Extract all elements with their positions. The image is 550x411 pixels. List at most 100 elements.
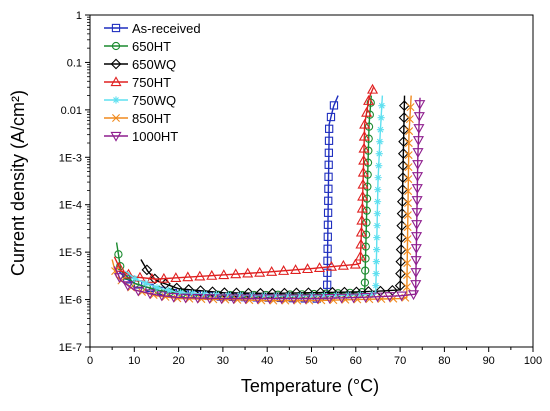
data-point-marker xyxy=(403,223,412,232)
data-point-marker xyxy=(242,267,254,278)
data-point-marker xyxy=(324,172,333,181)
data-point-marker xyxy=(195,285,206,297)
data-point-marker xyxy=(356,291,364,299)
data-point-marker xyxy=(373,198,382,206)
y-tick-label: 1 xyxy=(76,10,82,22)
legend-item: As-received xyxy=(104,21,201,36)
data-point-marker xyxy=(141,264,153,276)
data-point-marker xyxy=(410,256,422,266)
x-tick-label: 90 xyxy=(483,355,495,367)
data-point-marker xyxy=(406,103,415,112)
data-point-marker xyxy=(372,258,380,266)
data-point-marker xyxy=(412,136,424,147)
data-point-marker xyxy=(362,194,372,203)
data-point-marker xyxy=(404,139,413,148)
data-point-marker xyxy=(284,292,292,300)
data-point-marker xyxy=(368,290,376,298)
data-point-marker xyxy=(355,226,367,237)
data-point-marker xyxy=(414,100,426,111)
data-point-marker xyxy=(410,244,422,254)
data-point-marker xyxy=(288,294,300,305)
legend-item: 750HT xyxy=(104,75,171,90)
data-point-marker xyxy=(323,256,332,265)
y-tick-label: 1E-7 xyxy=(59,342,82,354)
y-axis-title: Current density (A/cm²) xyxy=(8,90,28,276)
data-point-marker xyxy=(361,242,370,251)
data-point-marker xyxy=(158,272,170,283)
data-point-marker xyxy=(144,289,156,300)
data-point-marker xyxy=(356,214,368,225)
data-point-marker xyxy=(264,294,276,305)
data-point-marker xyxy=(361,106,373,117)
data-point-marker xyxy=(149,273,161,285)
data-point-marker xyxy=(324,294,336,304)
data-point-marker xyxy=(360,278,370,287)
legend-marker xyxy=(111,41,121,51)
legend-item: 750WQ xyxy=(104,93,176,108)
data-point-marker xyxy=(332,291,340,299)
data-point-marker xyxy=(149,291,158,300)
data-point-marker xyxy=(207,286,218,298)
data-point-marker xyxy=(142,279,150,287)
data-point-marker xyxy=(376,126,385,134)
data-point-marker xyxy=(300,294,312,305)
data-point-marker xyxy=(197,295,206,304)
data-point-marker xyxy=(410,268,422,278)
data-point-marker xyxy=(218,269,230,280)
data-point-marker xyxy=(192,293,204,304)
data-point-marker xyxy=(411,184,423,194)
legend-label: 750WQ xyxy=(132,93,176,108)
x-tick-label: 80 xyxy=(438,355,450,367)
data-point-marker xyxy=(355,238,367,249)
data-point-marker xyxy=(252,294,264,305)
data-point-marker xyxy=(113,273,125,284)
data-point-marker xyxy=(326,112,336,122)
data-point-marker xyxy=(357,190,369,201)
data-point-marker xyxy=(374,174,382,182)
data-point-marker xyxy=(114,250,123,259)
data-point-marker xyxy=(233,295,242,304)
data-point-marker xyxy=(228,294,240,305)
data-point-marker xyxy=(337,259,349,270)
legend-label: 850HT xyxy=(132,111,171,126)
data-point-marker xyxy=(404,175,413,184)
data-point-marker xyxy=(404,187,413,196)
data-point-marker xyxy=(146,272,158,283)
series-layer xyxy=(111,83,426,305)
x-tick-label: 30 xyxy=(217,355,229,367)
data-point-marker xyxy=(384,292,396,302)
data-point-marker xyxy=(412,160,424,170)
data-point-marker xyxy=(362,206,371,215)
data-point-marker xyxy=(349,258,361,269)
legend-label: 750HT xyxy=(132,75,171,90)
data-point-marker xyxy=(403,259,412,268)
data-point-marker xyxy=(313,262,326,272)
legend-item: 650WQ xyxy=(104,57,176,72)
data-point-marker xyxy=(356,202,368,213)
y-tick-label: 0.1 xyxy=(67,57,82,69)
series-750ht xyxy=(113,83,379,283)
data-point-marker xyxy=(410,280,422,290)
data-point-marker xyxy=(165,286,173,294)
data-point-marker xyxy=(161,292,170,301)
data-point-marker xyxy=(377,114,385,122)
series-line xyxy=(113,86,375,280)
data-point-marker xyxy=(113,261,125,272)
data-point-marker xyxy=(373,222,381,230)
data-point-marker xyxy=(308,292,316,300)
data-point-marker xyxy=(404,199,413,208)
data-point-marker xyxy=(194,270,206,281)
data-point-marker xyxy=(396,291,408,302)
data-point-marker xyxy=(230,268,242,279)
data-point-marker xyxy=(176,289,184,297)
data-point-marker xyxy=(180,293,192,304)
legend-item: 650HT xyxy=(104,39,171,54)
data-point-marker xyxy=(248,291,256,300)
data-point-marker xyxy=(375,150,383,158)
legend-label: 1000HT xyxy=(132,129,178,144)
data-point-marker xyxy=(404,163,413,172)
data-point-marker xyxy=(402,283,411,292)
data-point-marker xyxy=(153,283,161,292)
legend: As-received 650HT 650WQ 750HT 750WQ 850HT 1000… xyxy=(104,21,201,144)
data-point-marker xyxy=(360,293,372,303)
